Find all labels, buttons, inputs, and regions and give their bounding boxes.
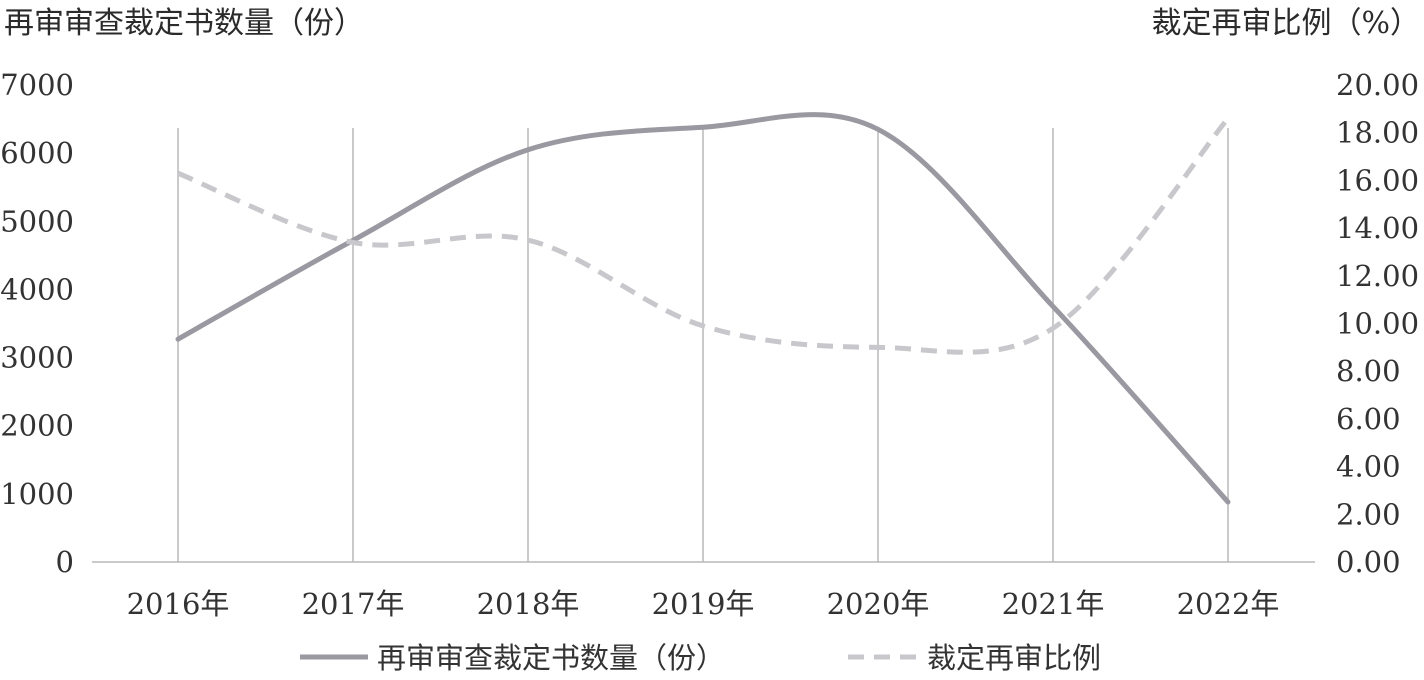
legend-label-ratio: 裁定再审比例 xyxy=(927,641,1101,675)
right-tick-label: 0.00 xyxy=(1336,545,1401,579)
x-tick-label: 2016年 xyxy=(127,587,230,621)
right-axis-title: 裁定再审比例（%） xyxy=(1151,6,1420,41)
left-tick-label: 5000 xyxy=(0,204,74,238)
right-tick-label: 8.00 xyxy=(1336,354,1401,388)
right-axis-ticks: 0.00 2.00 4.00 6.00 8.00 10.00 12.00 14.00 16.00… xyxy=(1336,68,1419,579)
left-tick-label: 1000 xyxy=(0,477,74,511)
right-tick-label: 10.00 xyxy=(1336,307,1419,341)
left-tick-label: 2000 xyxy=(0,409,74,443)
x-axis-ticks: 2016年 2017年 2018年 2019年 2020年 2021年 2022年 xyxy=(127,587,1280,621)
left-tick-label: 6000 xyxy=(0,136,74,170)
right-tick-label: 4.00 xyxy=(1336,450,1401,484)
right-tick-label: 6.00 xyxy=(1336,402,1401,436)
left-axis-title: 再审审查裁定书数量（份） xyxy=(4,6,364,41)
right-tick-label: 14.00 xyxy=(1336,211,1419,245)
series-line-ratio xyxy=(177,116,1230,355)
right-tick-label: 20.00 xyxy=(1336,68,1419,102)
x-tick-label: 2021年 xyxy=(1002,587,1105,621)
x-tick-label: 2022年 xyxy=(1177,587,1280,621)
left-tick-label: 0 xyxy=(56,545,74,579)
vertical-gridlines xyxy=(177,128,1229,562)
legend: 再审审查裁定书数量（份） 裁定再审比例 xyxy=(300,641,1101,675)
left-tick-label: 7000 xyxy=(0,68,74,102)
right-tick-label: 2.00 xyxy=(1336,497,1401,531)
legend-label-count: 再审审查裁定书数量（份） xyxy=(377,641,725,675)
left-axis-ticks: 0 1000 2000 3000 4000 5000 6000 7000 xyxy=(0,68,74,579)
left-tick-label: 3000 xyxy=(0,341,74,375)
right-tick-label: 18.00 xyxy=(1336,116,1419,150)
x-tick-label: 2017年 xyxy=(302,587,405,621)
right-tick-label: 16.00 xyxy=(1336,163,1419,197)
series-layer xyxy=(175,112,1231,505)
left-tick-label: 4000 xyxy=(0,272,74,306)
x-tick-label: 2020年 xyxy=(827,587,930,621)
x-tick-label: 2019年 xyxy=(652,587,755,621)
right-tick-label: 12.00 xyxy=(1336,259,1419,293)
x-tick-label: 2018年 xyxy=(477,587,580,621)
